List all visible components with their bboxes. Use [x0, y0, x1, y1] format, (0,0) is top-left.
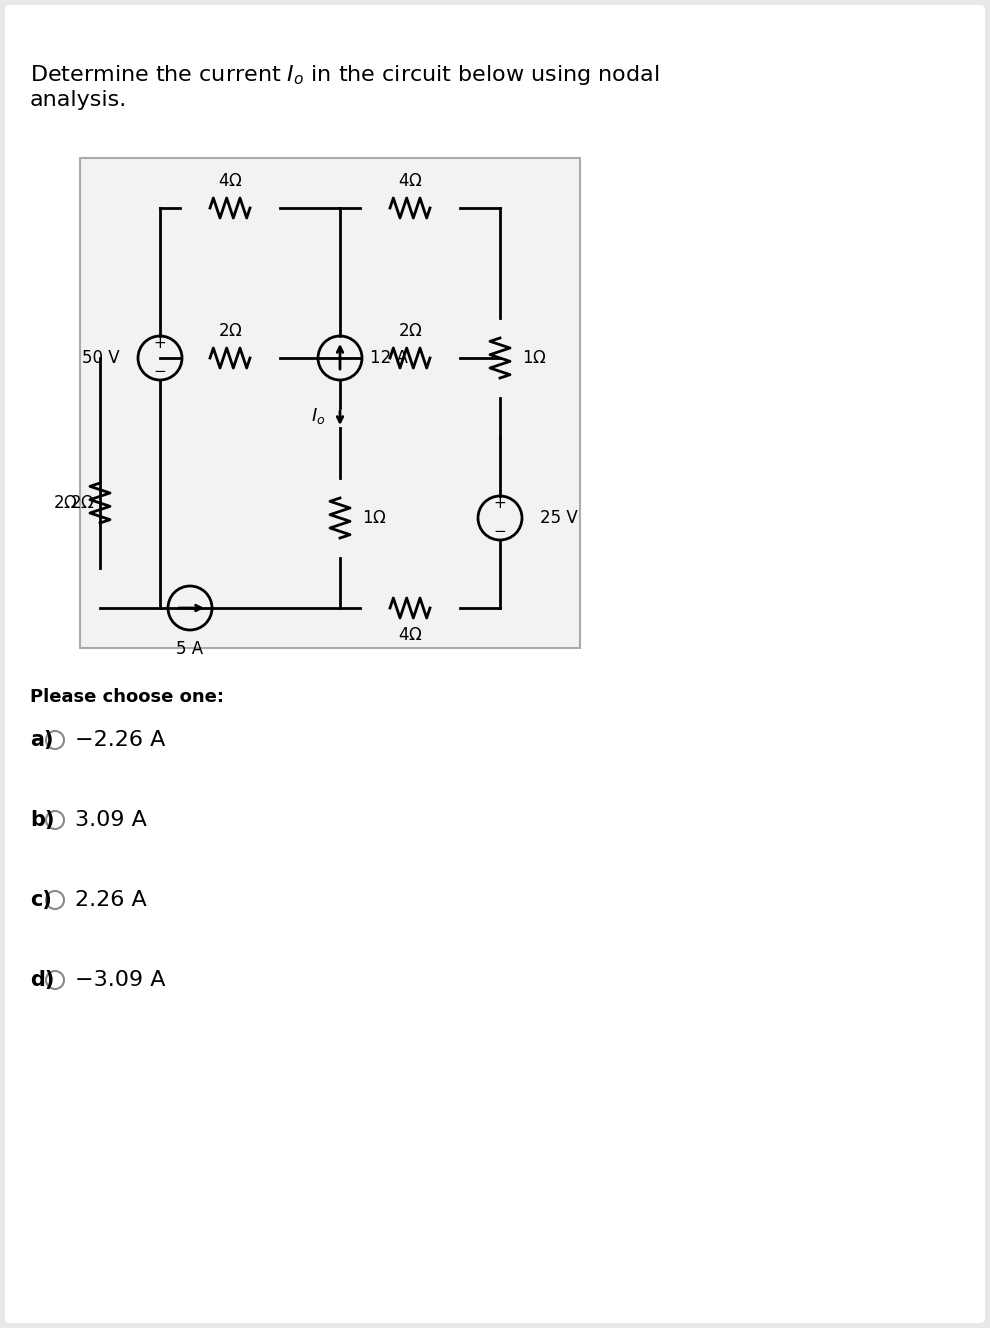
FancyBboxPatch shape — [5, 5, 985, 1323]
Text: 2.26 A: 2.26 A — [75, 890, 147, 910]
Text: 2$\Omega$: 2$\Omega$ — [398, 321, 423, 340]
Text: Please choose one:: Please choose one: — [30, 688, 224, 706]
Text: Determine the current $I_o$ in the circuit below using nodal
analysis.: Determine the current $I_o$ in the circu… — [30, 62, 659, 110]
Text: −: − — [153, 364, 166, 380]
Text: 2$\Omega$: 2$\Omega$ — [70, 494, 95, 513]
Text: +: + — [494, 497, 506, 511]
Text: 25 V: 25 V — [540, 509, 578, 527]
Text: 5 A: 5 A — [176, 640, 204, 657]
Text: −2.26 A: −2.26 A — [75, 730, 165, 750]
Text: 4$\Omega$: 4$\Omega$ — [218, 173, 243, 190]
Text: 1$\Omega$: 1$\Omega$ — [362, 509, 387, 527]
Text: c): c) — [30, 890, 51, 910]
Text: 4$\Omega$: 4$\Omega$ — [398, 625, 423, 644]
Text: −3.09 A: −3.09 A — [75, 969, 165, 989]
Text: 2$\Omega$: 2$\Omega$ — [53, 494, 78, 513]
Text: 50 V: 50 V — [82, 349, 120, 367]
Text: 2$\Omega$: 2$\Omega$ — [218, 321, 243, 340]
Text: 12 A: 12 A — [370, 349, 408, 367]
Text: +: + — [153, 336, 166, 352]
Text: 3.09 A: 3.09 A — [75, 810, 147, 830]
Text: b): b) — [30, 810, 54, 830]
Text: −: − — [494, 525, 506, 539]
Text: $I_o$: $I_o$ — [311, 406, 325, 426]
Text: 1$\Omega$: 1$\Omega$ — [522, 349, 546, 367]
Text: d): d) — [30, 969, 54, 989]
FancyBboxPatch shape — [80, 158, 580, 648]
Text: 4$\Omega$: 4$\Omega$ — [398, 173, 423, 190]
Text: a): a) — [30, 730, 53, 750]
